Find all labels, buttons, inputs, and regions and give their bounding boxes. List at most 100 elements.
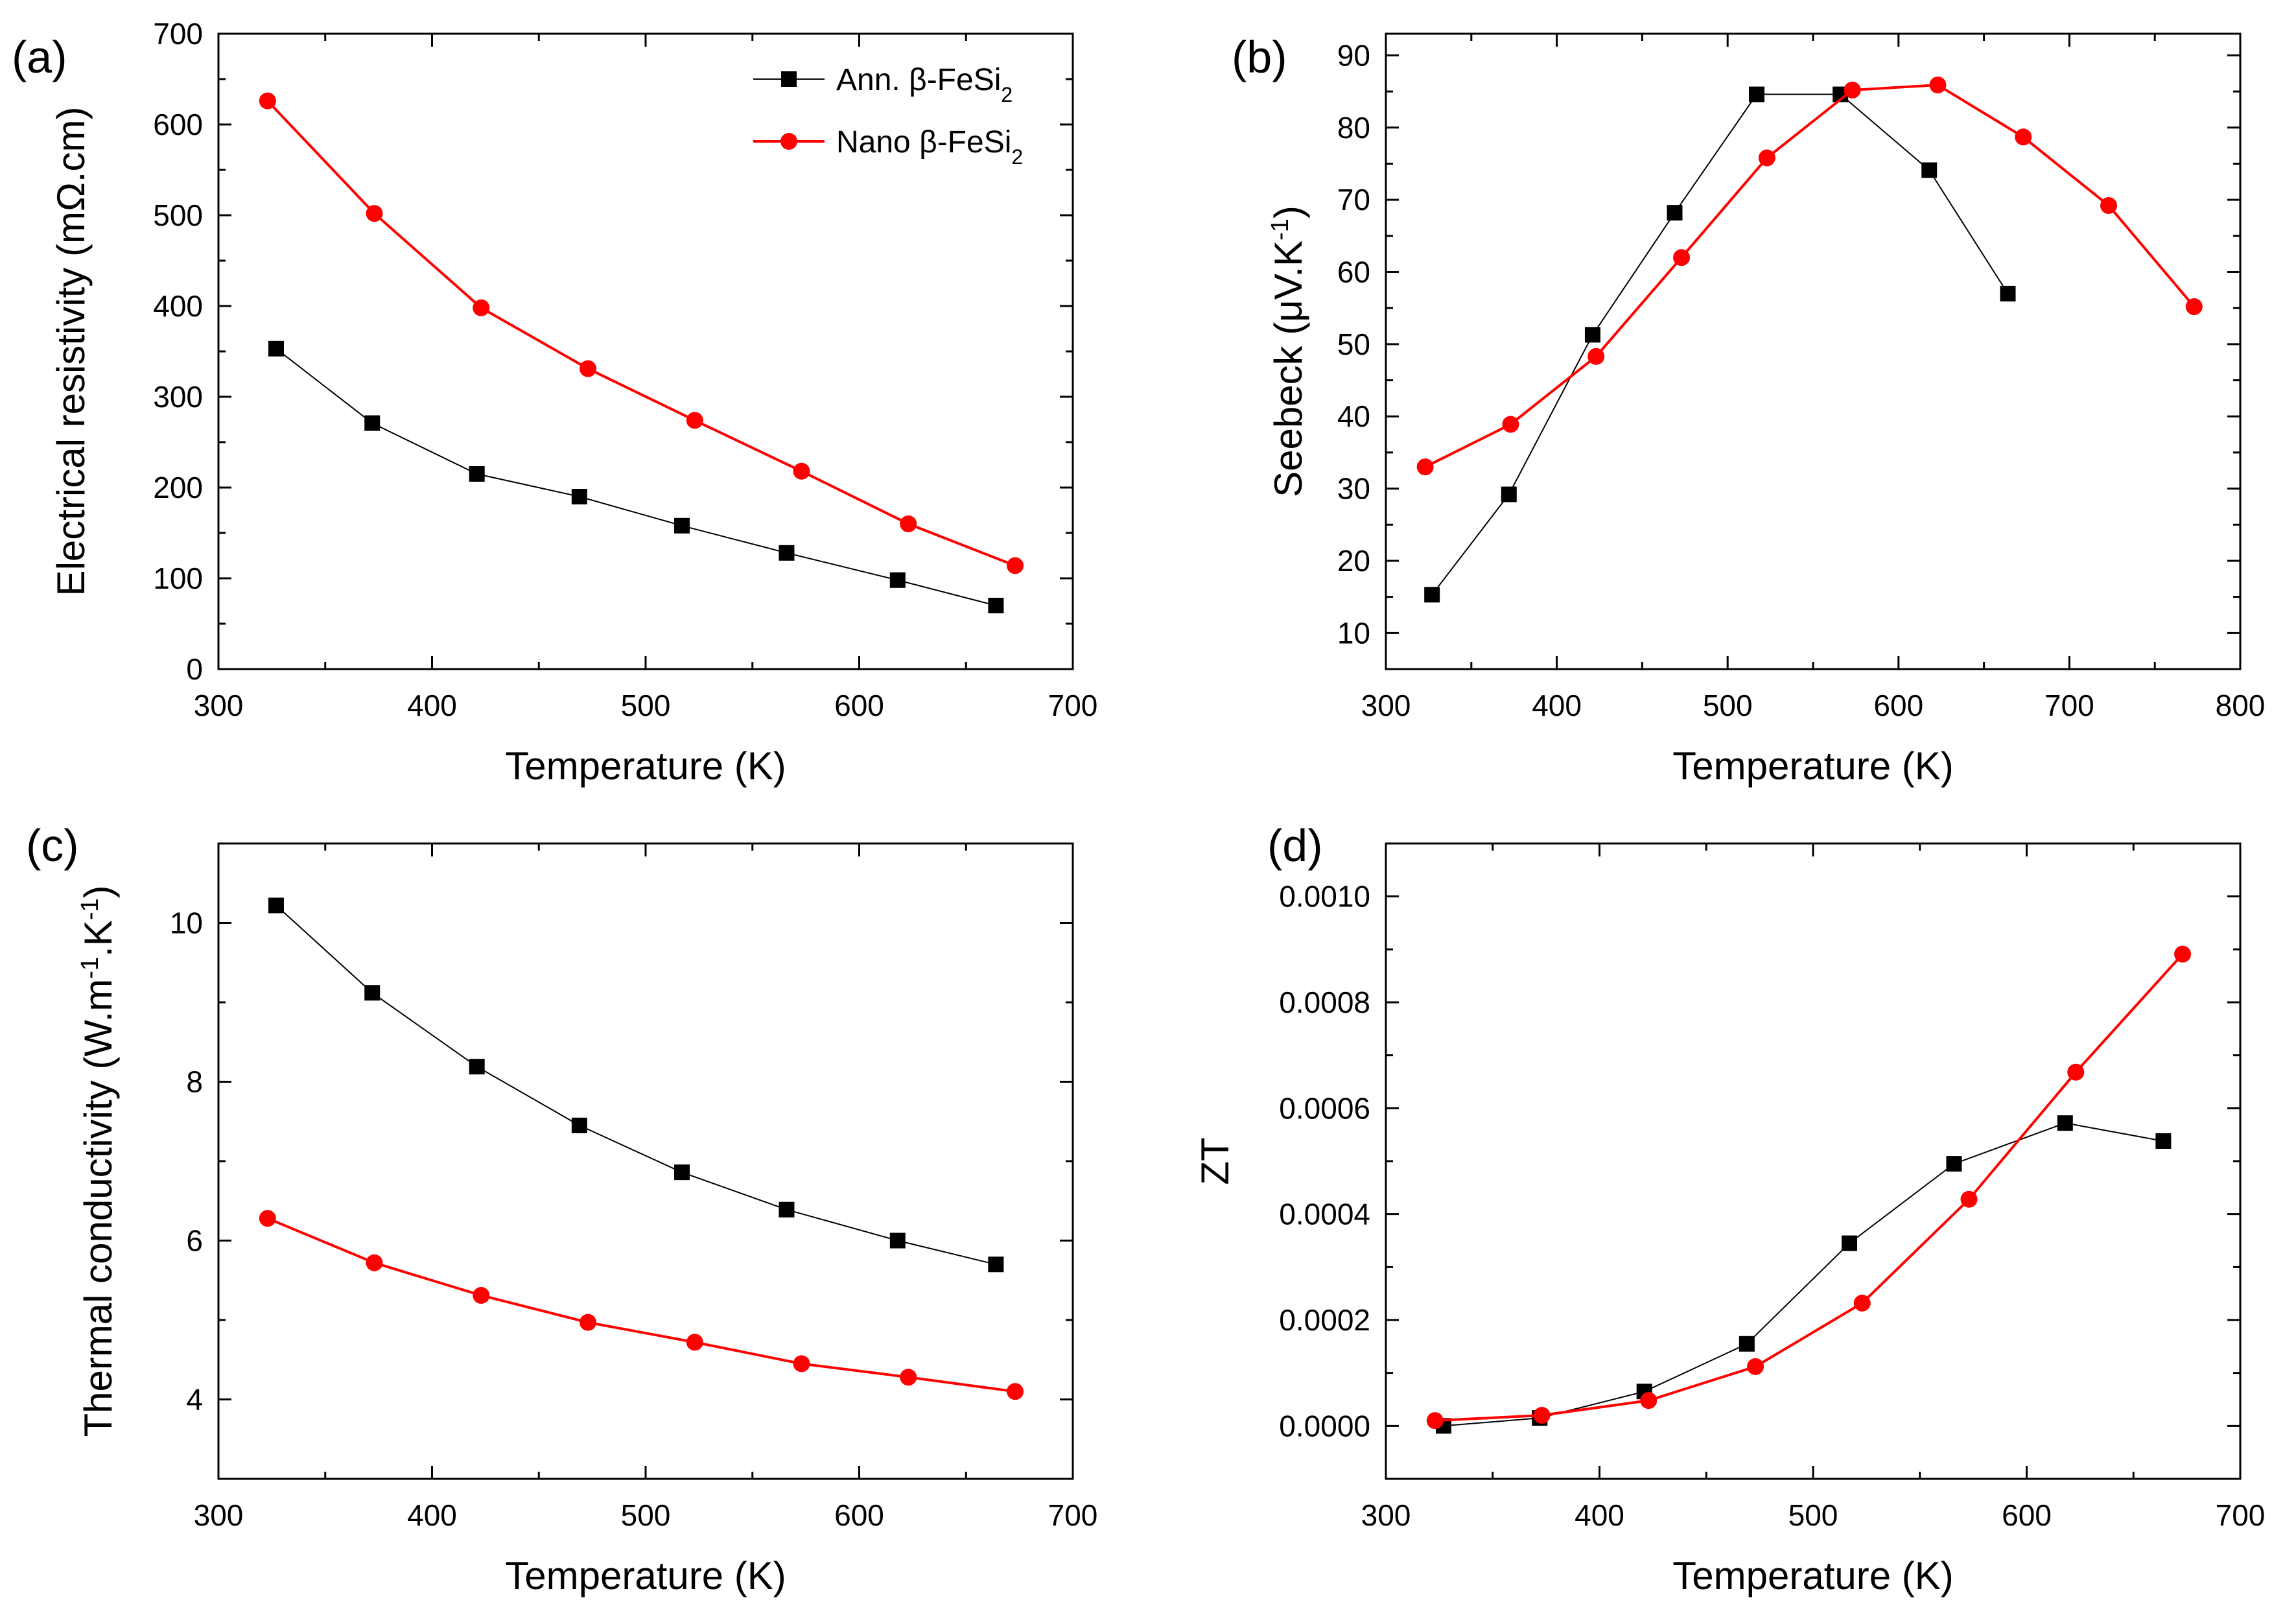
ann-data-point <box>571 1117 587 1133</box>
y-tick-label: 60 <box>1337 255 1370 289</box>
plot-frame <box>1385 842 2242 1480</box>
x-axis-label: Temperature (K) <box>505 1554 786 1597</box>
legend-label-sub: 2 <box>1011 145 1023 169</box>
ann-series-line <box>275 904 996 1266</box>
nano-data-point <box>2100 197 2118 215</box>
y-axis-label: ZT <box>1193 1137 1237 1185</box>
y-axis-label-part: Thermal conductivity (W.m <box>76 979 120 1437</box>
y-axis-label-part: ZT <box>1193 1137 1237 1185</box>
ann-data-point <box>889 572 906 588</box>
ann-data-point <box>1424 587 1440 603</box>
panel-b: (b) 300 400 500 600 700 800 10 20 30 40 50 60 70 80 90… <box>1232 32 2265 788</box>
nano-series-line <box>266 100 1016 567</box>
ann-data-point <box>988 598 1004 613</box>
ann-data-point <box>674 1164 690 1181</box>
legend-marker-ann <box>781 71 797 87</box>
x-axis-label: Temperature (K) <box>1672 744 1953 788</box>
nano-data-point <box>1640 1392 1658 1409</box>
ann-data-point <box>889 1232 906 1249</box>
legend-label-base: Nano β-FeSi <box>836 125 1011 159</box>
nano-data-point <box>1007 557 1024 574</box>
x-tick-label: 700 <box>2044 689 2094 722</box>
ann-data-point <box>2057 1115 2073 1131</box>
nano-data-point <box>473 299 490 316</box>
panel-label-d: (d) <box>1267 820 1323 871</box>
y-tick-label: 8 <box>186 1065 203 1099</box>
x-tick-label: 300 <box>194 1498 244 1532</box>
nano-data-point <box>1426 1412 1444 1430</box>
ann-data-point <box>1749 86 1765 102</box>
nano-data-point <box>1416 458 1434 476</box>
y-axis-label-sup: -1 <box>1267 218 1294 241</box>
nano-data-point <box>2067 1063 2085 1081</box>
x-tick-label: 500 <box>621 1498 671 1532</box>
y-tick-label: 500 <box>153 198 203 232</box>
x-tick-label: 600 <box>2002 1498 2052 1532</box>
panel-a: (a) 300 400 500 600 700 0 100 200 300 400 500 600 70… <box>12 17 1097 788</box>
y-tick-label: 0.0010 <box>1279 880 1370 914</box>
x-tick-label: 500 <box>1788 1498 1838 1532</box>
y-tick-label: 10 <box>1337 616 1370 650</box>
y-tick-label: 50 <box>1337 327 1370 361</box>
y-tick-label: 100 <box>153 561 203 595</box>
nano-data-point <box>1533 1407 1551 1424</box>
panel-label-a: (a) <box>12 32 67 82</box>
y-tick-label: 90 <box>1337 38 1370 72</box>
nano-data-point <box>366 205 383 222</box>
x-tick-label: 600 <box>834 1498 884 1532</box>
ann-data-point <box>268 340 284 357</box>
y-tick-label: 200 <box>153 471 203 504</box>
ann-data-point <box>1921 162 1938 178</box>
legend-marker-nano <box>780 133 797 150</box>
nano-data-point <box>2015 128 2032 146</box>
y-axis-label-part: Seebeck (μV.K <box>1267 241 1310 497</box>
panel-label-c: (c) <box>26 820 79 871</box>
y-tick-label: 30 <box>1337 472 1370 506</box>
nano-data-point <box>1960 1190 1978 1208</box>
nano-data-point <box>1747 1358 1764 1375</box>
ann-series-line <box>1431 93 2009 595</box>
y-tick-label: 600 <box>153 108 203 141</box>
x-tick-label: 400 <box>407 1498 457 1532</box>
legend-label-base: Ann. β-FeSi <box>836 63 1001 97</box>
nano-data-point <box>1929 77 1947 94</box>
nano-data-point <box>900 515 917 532</box>
x-axis-label: Temperature (K) <box>1672 1554 1953 1597</box>
ann-data-point <box>364 985 381 1001</box>
x-tick-label: 300 <box>1361 689 1411 722</box>
nano-data-point <box>1844 81 1861 99</box>
nano-series-line <box>1435 953 2184 1422</box>
ann-data-point <box>2000 285 2016 301</box>
ann-data-point <box>1739 1336 1755 1352</box>
y-tick-label: 0.0006 <box>1279 1091 1370 1125</box>
y-tick-label: 400 <box>153 289 203 323</box>
y-tick-label: 0.0008 <box>1279 985 1370 1019</box>
y-tick-label: 40 <box>1337 399 1370 433</box>
ann-data-point <box>1501 486 1517 502</box>
x-tick-label: 500 <box>621 689 671 722</box>
legend-label-ann: Ann. β-FeSi2 <box>836 63 1013 106</box>
x-tick-label: 700 <box>1048 1498 1098 1532</box>
y-tick-label: 700 <box>153 17 203 51</box>
x-tick-label: 700 <box>2216 1498 2266 1532</box>
ann-series-line <box>275 348 996 606</box>
y-axis-label: Seebeck (μV.K-1) <box>1267 206 1310 497</box>
nano-data-point <box>1758 149 1775 167</box>
x-tick-label: 400 <box>407 689 457 722</box>
ann-data-point <box>779 545 795 561</box>
nano-data-point <box>1587 348 1605 365</box>
y-tick-label: 0.0002 <box>1279 1303 1370 1337</box>
nano-data-point <box>259 1210 276 1227</box>
x-tick-label: 500 <box>1703 689 1753 722</box>
nano-data-point <box>1007 1383 1024 1400</box>
x-tick-label: 600 <box>834 689 884 722</box>
panel-label-b: (b) <box>1232 32 1287 82</box>
x-tick-label: 800 <box>2216 689 2266 722</box>
y-tick-label: 70 <box>1337 183 1370 217</box>
y-axis-label-part: ) <box>76 885 120 898</box>
y-axis-label-part: ) <box>1267 206 1310 218</box>
y-tick-label: 0.0000 <box>1279 1409 1370 1443</box>
y-tick-label: 300 <box>153 380 203 414</box>
ann-data-point <box>779 1201 795 1218</box>
